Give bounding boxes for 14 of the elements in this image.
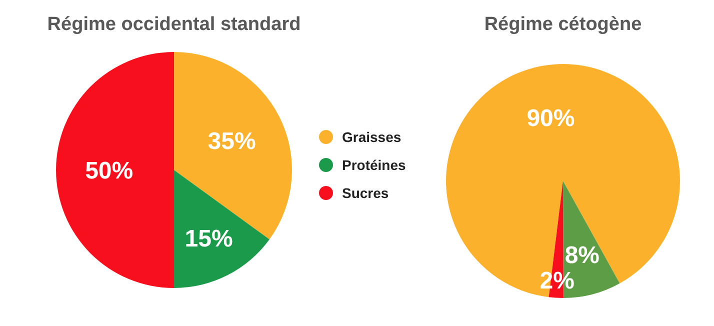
data-label: 90% (526, 105, 575, 132)
chart-title: Régime cétogène (484, 14, 642, 35)
pie-slice (56, 52, 174, 288)
data-label: 35% (208, 128, 256, 155)
data-label: 15% (184, 226, 233, 253)
data-label: 2% (540, 268, 574, 295)
pie-slice (174, 170, 270, 288)
legend-label: Graisses (342, 128, 402, 145)
pie-slice (446, 64, 680, 298)
chart-title: Régime occidental standard (47, 14, 301, 35)
legend-label: Sucres (342, 184, 389, 201)
data-label: 8% (564, 242, 600, 269)
data-label: 50% (85, 157, 134, 184)
legend-label: Protéines (342, 156, 406, 173)
